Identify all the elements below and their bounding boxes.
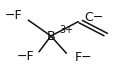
- Text: −F: −F: [17, 50, 34, 63]
- Text: 3+: 3+: [59, 25, 73, 35]
- Text: F−: F−: [75, 51, 92, 64]
- Text: C−: C−: [84, 11, 104, 24]
- Text: −F: −F: [5, 9, 22, 22]
- Text: B: B: [47, 30, 55, 42]
